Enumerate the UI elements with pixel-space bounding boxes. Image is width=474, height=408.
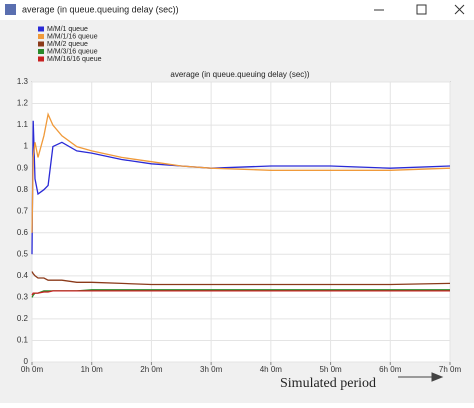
- x-tick-label: 1h 0m: [81, 365, 104, 374]
- window-title: average (in queue.queuing delay (sec)): [22, 4, 179, 14]
- series-line: [31, 112, 451, 233]
- y-tick-label: 0.5: [17, 249, 29, 258]
- title-bar: [0, 0, 474, 20]
- legend-label: M/M/1/16 queue: [47, 33, 98, 40]
- legend-swatch: [38, 56, 44, 62]
- y-tick-label: 1.1: [17, 120, 29, 129]
- x-tick-label: 5h 0m: [319, 365, 342, 374]
- y-tick-label: 0.8: [17, 185, 29, 194]
- legend-swatch: [38, 26, 44, 32]
- y-tick-label: 1.2: [17, 99, 29, 108]
- legend-label: M/M/1 queue: [47, 26, 88, 33]
- annotation-arrow: [398, 372, 444, 382]
- close-button[interactable]: [454, 4, 465, 15]
- y-tick-label: 0.4: [17, 271, 29, 280]
- legend-label: M/M/16/16 queue: [47, 56, 102, 63]
- series-line: [31, 290, 450, 296]
- y-tick-label: 0.9: [17, 163, 29, 172]
- y-tick-label: 0.2: [17, 314, 29, 323]
- y-tick-label: 0.6: [17, 228, 29, 237]
- x-tick-label: 6h 0m: [379, 365, 402, 374]
- x-tick-label: 2h 0m: [140, 365, 163, 374]
- legend-label: M/M/2 queue: [47, 41, 88, 48]
- maximize-button[interactable]: [416, 4, 427, 15]
- series-line: [31, 120, 451, 255]
- annotation: Simulated period: [280, 376, 376, 391]
- legend-label: M/M/3/16 queue: [47, 48, 98, 55]
- x-tick-label: 4h 0m: [260, 365, 283, 374]
- y-tick-label: 0.3: [17, 292, 29, 301]
- y-tick-label: 1: [24, 142, 29, 151]
- plot-area: [31, 81, 451, 363]
- legend-swatch: [38, 34, 44, 39]
- legend-swatch: [38, 49, 44, 54]
- chart-title: average (in queue.queuing delay (sec)): [170, 70, 310, 79]
- series-line: [31, 271, 451, 286]
- x-tick-label: 0h 0m: [21, 365, 44, 374]
- x-tick-label: 3h 0m: [200, 365, 223, 374]
- y-tick-label: 0: [24, 357, 29, 366]
- legend-swatch: [38, 41, 44, 47]
- y-tick-label: 0.1: [17, 336, 29, 345]
- y-tick-label: 0.7: [17, 206, 29, 215]
- y-tick-label: 1.3: [17, 77, 29, 86]
- app-icon: [5, 4, 16, 15]
- x-tick-label: 7h 0m: [439, 365, 462, 374]
